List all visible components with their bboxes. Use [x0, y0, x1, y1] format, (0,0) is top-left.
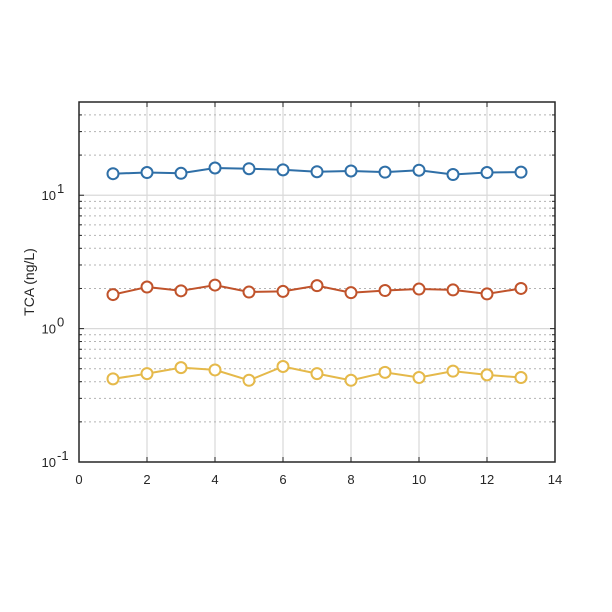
- data-point: [514, 165, 528, 179]
- data-point: [310, 165, 324, 179]
- data-point: [344, 164, 358, 178]
- data-point: [242, 162, 256, 176]
- data-point: [208, 161, 222, 175]
- data-point: [140, 166, 154, 180]
- data-point: [480, 368, 494, 382]
- x-tick-label: 8: [347, 472, 354, 487]
- data-point: [378, 165, 392, 179]
- data-point: [174, 166, 188, 180]
- data-point: [174, 361, 188, 375]
- data-point: [276, 359, 290, 373]
- y-tick-label: 10: [42, 188, 56, 203]
- data-point: [310, 279, 324, 293]
- x-tick-label: 2: [143, 472, 150, 487]
- data-point: [412, 282, 426, 296]
- series-3: [106, 359, 528, 387]
- x-tick-label: 0: [75, 472, 82, 487]
- data-point: [276, 163, 290, 177]
- grid: [79, 102, 555, 462]
- data-point: [276, 284, 290, 298]
- y-tick-label-exponent: 0: [57, 315, 64, 330]
- y-tick-label-exponent: -1: [57, 448, 69, 463]
- y-axis-label: TCA (ng/L): [21, 248, 37, 316]
- y-tick-label-exponent: 1: [57, 181, 64, 196]
- data-point: [446, 364, 460, 378]
- series-1: [106, 161, 528, 182]
- x-tick-labels: 0 2 4 6 8 10 12 14: [75, 472, 562, 487]
- data-point: [106, 167, 120, 181]
- data-point: [174, 284, 188, 298]
- x-tick-label: 12: [480, 472, 494, 487]
- data-point: [344, 373, 358, 387]
- data-point: [446, 168, 460, 182]
- data-point: [208, 278, 222, 292]
- x-tick-label: 10: [412, 472, 426, 487]
- y-tick-label: 10: [42, 455, 56, 470]
- data-point: [208, 363, 222, 377]
- data-point: [480, 166, 494, 180]
- data-point: [480, 287, 494, 301]
- data-point: [140, 280, 154, 294]
- data-point: [242, 285, 256, 299]
- data-point: [514, 281, 528, 295]
- data-point: [106, 372, 120, 386]
- x-tick-label: 14: [548, 472, 562, 487]
- data-point: [242, 373, 256, 387]
- data-point: [412, 163, 426, 177]
- series-2: [106, 278, 528, 302]
- data-point: [310, 367, 324, 381]
- data-point: [378, 284, 392, 298]
- data-point: [106, 288, 120, 302]
- data-point: [378, 365, 392, 379]
- data-point: [344, 286, 358, 300]
- y-tick-label: 10: [42, 322, 56, 337]
- data-point: [514, 371, 528, 385]
- data-point: [412, 371, 426, 385]
- data-point: [140, 367, 154, 381]
- x-tick-label: 6: [279, 472, 286, 487]
- x-tick-label: 4: [211, 472, 218, 487]
- ticks: [78, 101, 556, 463]
- data-point: [446, 283, 460, 297]
- series-layer: [106, 161, 528, 387]
- axes-frame: [78, 101, 556, 463]
